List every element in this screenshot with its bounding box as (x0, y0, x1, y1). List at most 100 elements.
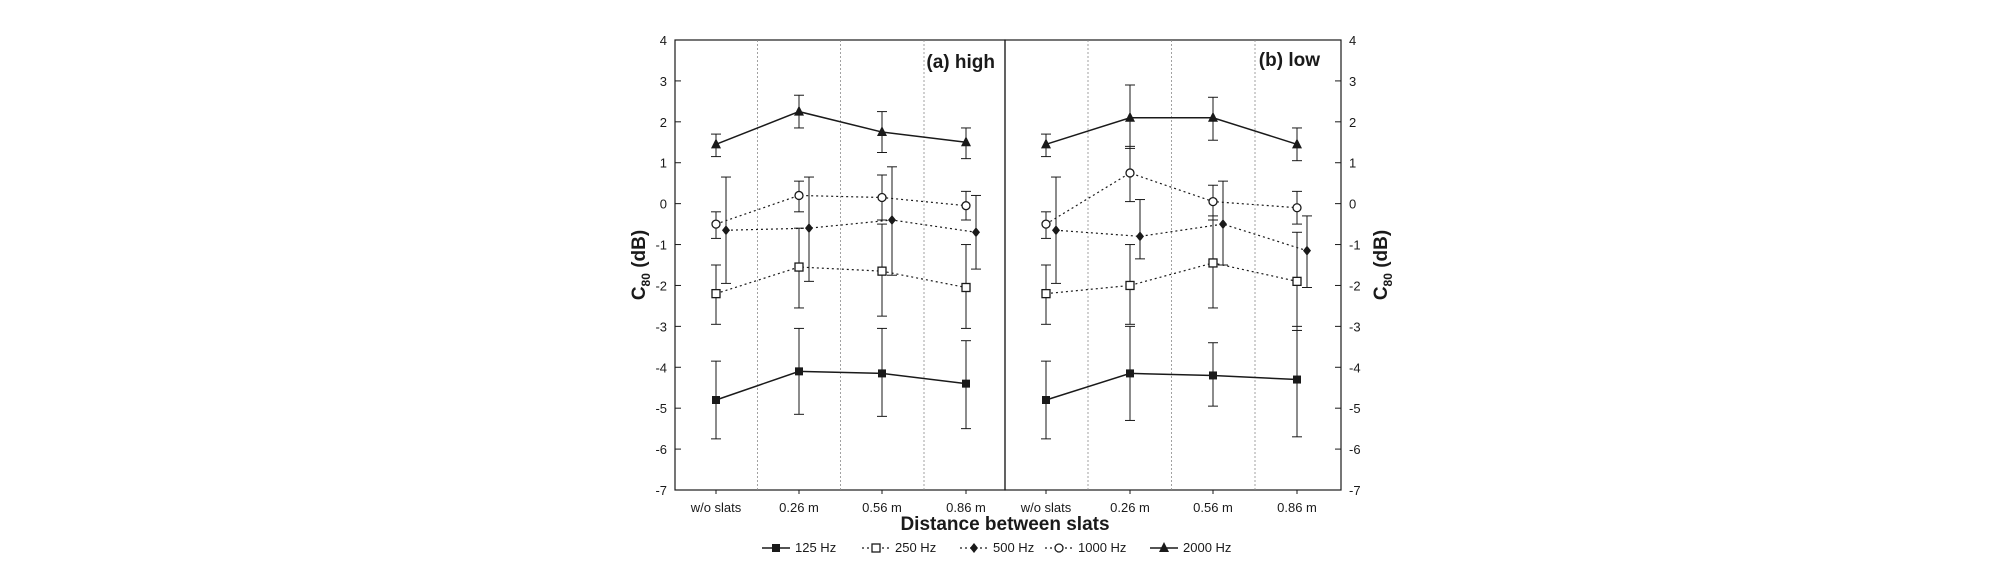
data-point (711, 219, 721, 229)
y-axis-left: 4 3 2 1 0 -1 -2 -3 -4 -5 -6 -7 (655, 33, 681, 498)
series-line-125hz (1045, 372, 1298, 401)
legend-swatch-marker (871, 543, 881, 553)
data-point (1303, 245, 1311, 256)
y-tick-label: 0 (1349, 197, 1356, 212)
series-line-250hz (715, 266, 967, 295)
legend-label: 250 Hz (895, 540, 936, 555)
y-axis-title-left: C80 (dB) (629, 230, 653, 300)
y-tick-label: -1 (655, 238, 667, 253)
legend-label: 125 Hz (795, 540, 836, 555)
data-point (1208, 111, 1218, 122)
data-point (1052, 225, 1060, 236)
data-point (711, 288, 721, 299)
legend-swatch-marker (772, 544, 780, 552)
data-point (722, 225, 730, 236)
y-tick-label: -5 (655, 401, 667, 416)
data-point (1041, 219, 1051, 229)
x-tick-label: 0.56 m (1193, 500, 1233, 515)
y-tick-label: 3 (660, 74, 667, 89)
x-tick-label: 0.56 m (862, 500, 902, 515)
data-point (1125, 280, 1135, 291)
data-point (878, 369, 886, 378)
y-tick-label: -1 (1349, 238, 1361, 253)
data-point (1041, 138, 1051, 149)
data-point (1209, 371, 1217, 380)
y-tick-label: 0 (660, 197, 667, 212)
y-tick-label: -7 (655, 483, 667, 498)
data-point (1136, 231, 1144, 242)
y-tick-label: -4 (1349, 360, 1361, 375)
data-point (962, 379, 970, 388)
series-line-1000hz (715, 194, 967, 225)
legend-swatch-marker (1054, 543, 1064, 553)
y-tick-label: -2 (655, 278, 667, 293)
y-tick-label: 1 (660, 156, 667, 171)
series-line-2000hz (1045, 116, 1298, 146)
data-point (795, 367, 803, 376)
legend-label: 500 Hz (993, 540, 1034, 555)
y-tick-label: -4 (655, 360, 667, 375)
data-point (877, 192, 887, 203)
x-tick-label: w/o slats (690, 500, 742, 515)
series-line-125hz (715, 370, 967, 401)
panel-a: w/o slats 0.26 m 0.56 m 0.86 m (674, 39, 1006, 515)
panel-frame (674, 39, 1006, 491)
data-point (877, 126, 887, 137)
data-point (805, 223, 813, 234)
data-point (1041, 288, 1051, 299)
y-tick-label: -2 (1349, 278, 1361, 293)
x-tick-label: w/o slats (1020, 500, 1072, 515)
data-point (1293, 375, 1301, 384)
x-tick-label: 0.86 m (946, 500, 986, 515)
y-axis-title-right: C80 (dB) (1371, 230, 1395, 300)
y-tick-label: -6 (655, 442, 667, 457)
data-point (1292, 138, 1302, 149)
y-tick-label: 2 (660, 115, 667, 130)
data-point (888, 215, 896, 225)
y-tick-label: -3 (655, 319, 667, 334)
data-point (711, 138, 721, 149)
data-point (961, 136, 971, 147)
data-point (1208, 258, 1218, 268)
x-tick-label: 0.26 m (779, 500, 819, 515)
data-point (794, 190, 804, 201)
data-point (1126, 369, 1134, 378)
data-point (1292, 276, 1302, 287)
series-line-2000hz (715, 110, 967, 146)
x-tick-label: 0.26 m (1110, 500, 1150, 515)
y-tick-label: -5 (1349, 401, 1361, 416)
panel-a-label: (a) high (926, 52, 995, 73)
data-point (972, 227, 980, 238)
data-point (1125, 168, 1135, 178)
data-point (961, 201, 971, 211)
panel-b-label: (b) low (1259, 50, 1320, 71)
y-axis-right: 4 3 2 1 0 -1 -2 -3 -4 -5 -6 -7 (1335, 33, 1361, 498)
data-point (794, 105, 804, 116)
y-tick-label: -7 (1349, 483, 1361, 498)
y-tick-label: 3 (1349, 74, 1356, 89)
y-tick-label: 2 (1349, 115, 1356, 130)
series-line-500hz (725, 219, 977, 233)
data-point (961, 282, 971, 293)
y-tick-label: -3 (1349, 319, 1361, 334)
y-tick-label: 1 (1349, 156, 1356, 171)
legend-swatch-marker (970, 543, 978, 553)
legend: 125 Hz 250 Hz 500 Hz 1000 Hz 2000 Hz (762, 540, 1231, 555)
series-line-500hz (1055, 223, 1308, 252)
legend-swatch-marker (1159, 542, 1169, 552)
data-point (1219, 219, 1227, 230)
x-axis-title: Distance between slats (900, 514, 1109, 535)
data-point (1125, 111, 1135, 122)
data-point (794, 262, 804, 272)
data-point (712, 396, 720, 404)
legend-label: 1000 Hz (1078, 540, 1126, 555)
panel-frame (1004, 39, 1342, 491)
legend-label: 2000 Hz (1183, 540, 1231, 555)
data-point (877, 266, 887, 276)
panel-b: w/o slats 0.26 m 0.56 m 0.86 m (1004, 39, 1342, 515)
y-tick-label: 4 (1349, 33, 1356, 48)
y-tick-label: -6 (1349, 442, 1361, 457)
data-point (1042, 396, 1050, 404)
x-tick-label: 0.86 m (1277, 500, 1317, 515)
